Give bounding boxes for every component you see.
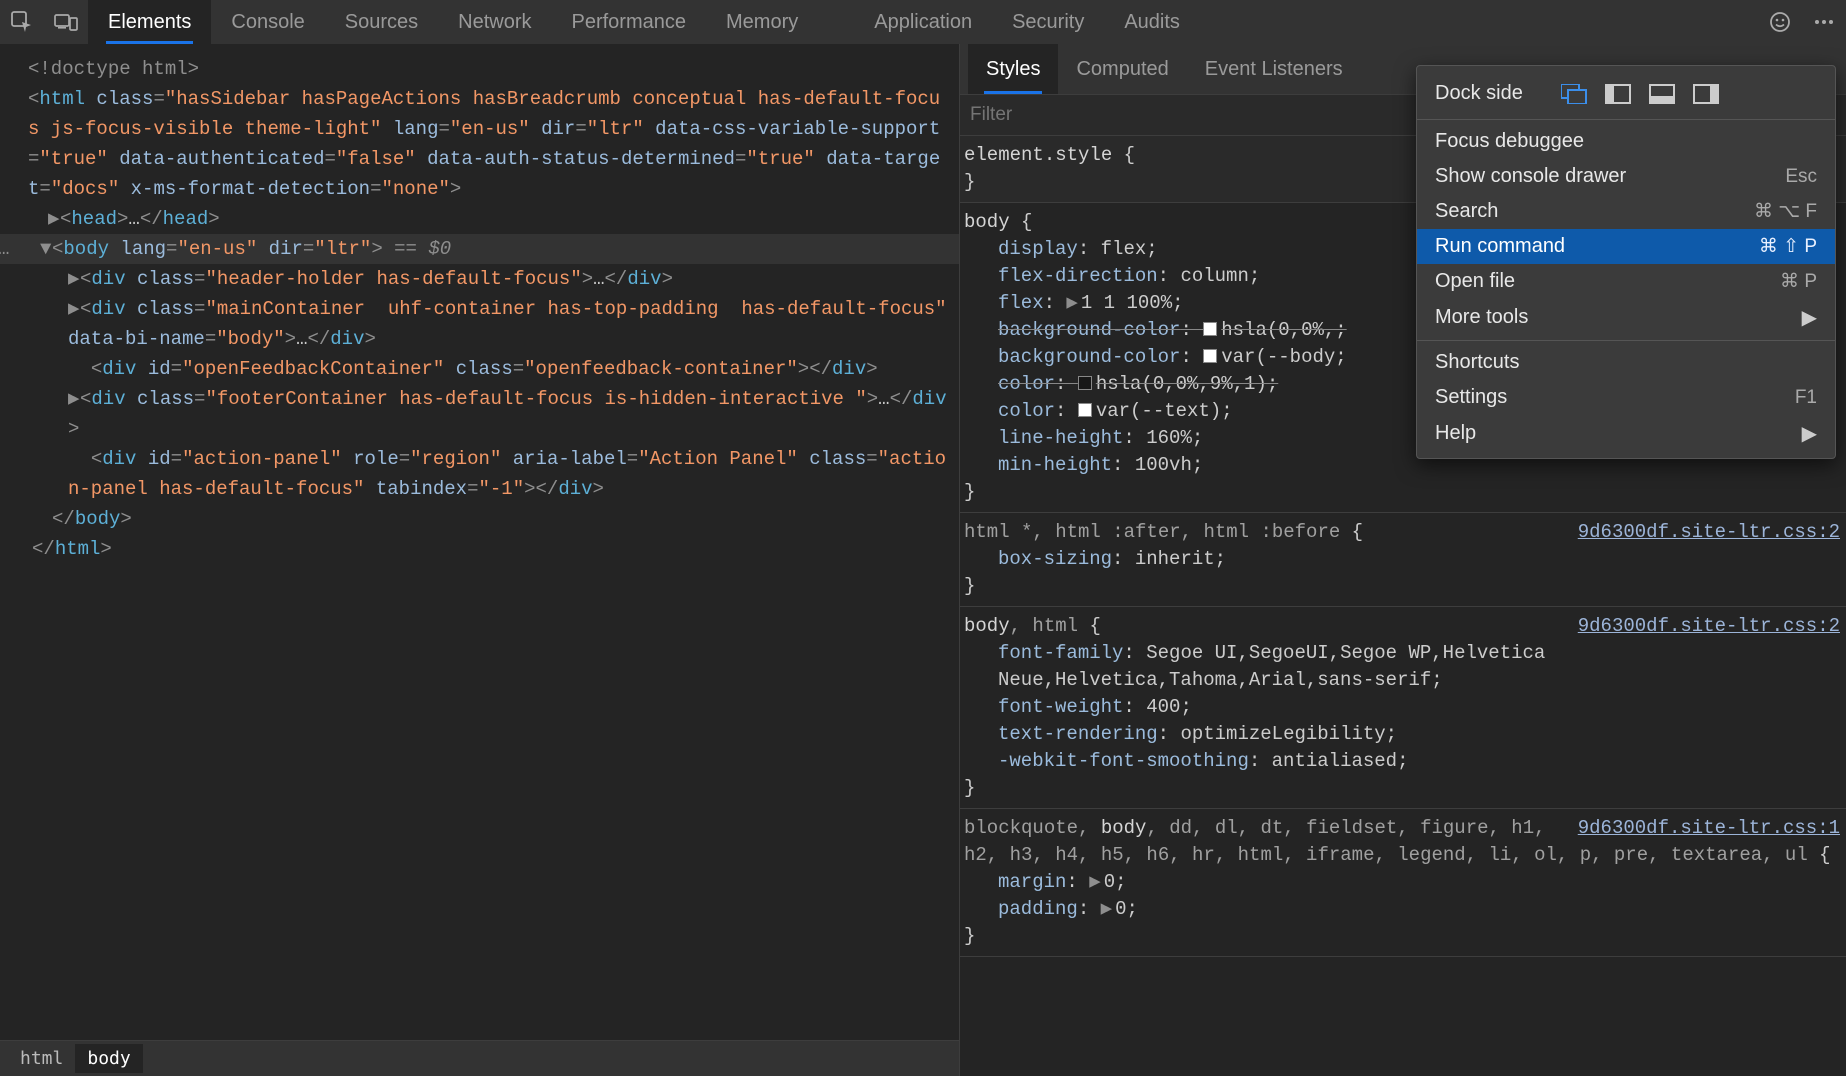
css-source-link[interactable]: 9d6300df.site-ltr.css:2 (1578, 613, 1840, 640)
menu-item-help[interactable]: Help▶ (1417, 415, 1835, 452)
main-menu-dropdown: Dock side Focus debuggeeShow console dra… (1416, 65, 1836, 459)
menu-item-search[interactable]: Search⌘ ⌥ F (1417, 194, 1835, 229)
sidebar-tab-event-listeners[interactable]: Event Listeners (1187, 44, 1361, 94)
dock-left-icon[interactable] (1605, 84, 1631, 104)
menu-item-shortcuts[interactable]: Shortcuts (1417, 345, 1835, 380)
inspect-icon[interactable] (0, 0, 44, 44)
menu-item-focus-debuggee[interactable]: Focus debuggee (1417, 124, 1835, 159)
dock-right-icon[interactable] (1693, 84, 1719, 104)
kebab-icon[interactable] (1802, 0, 1846, 44)
css-source-link[interactable]: 9d6300df.site-ltr.css:2 (1578, 519, 1840, 546)
tab-elements[interactable]: Elements (88, 0, 211, 44)
crumb-html[interactable]: html (8, 1044, 75, 1073)
tab-audits[interactable]: Audits (1104, 0, 1200, 44)
menu-item-show-console-drawer[interactable]: Show console drawerEsc (1417, 159, 1835, 194)
crumb-body[interactable]: body (75, 1044, 142, 1073)
breadcrumb: htmlbody (0, 1040, 959, 1076)
tab-performance[interactable]: Performance (552, 0, 707, 44)
menu-item-more-tools[interactable]: More tools▶ (1417, 299, 1835, 336)
main-toolbar: ElementsConsoleSourcesNetworkPerformance… (0, 0, 1846, 44)
dock-bottom-icon[interactable] (1649, 84, 1675, 104)
menu-item-open-file[interactable]: Open file⌘ P (1417, 264, 1835, 299)
menu-item-settings[interactable]: SettingsF1 (1417, 380, 1835, 415)
device-toggle-icon[interactable] (44, 0, 88, 44)
tab-network[interactable]: Network (438, 0, 551, 44)
sidebar-tab-computed[interactable]: Computed (1058, 44, 1186, 94)
css-source-link[interactable]: 9d6300df.site-ltr.css:1 (1578, 815, 1840, 842)
css-rule[interactable]: 9d6300df.site-ltr.css:1blockquote, body,… (960, 809, 1846, 957)
sidebar-tab-styles[interactable]: Styles (968, 44, 1058, 94)
tab-security[interactable]: Security (992, 0, 1104, 44)
css-rule[interactable]: 9d6300df.site-ltr.css:2body, html {font-… (960, 607, 1846, 809)
tab-console[interactable]: Console (211, 0, 324, 44)
css-rule[interactable]: 9d6300df.site-ltr.css:2html *, html :aft… (960, 513, 1846, 607)
dock-side-label: Dock side (1435, 82, 1523, 105)
smiley-icon[interactable] (1758, 0, 1802, 44)
tab-sources[interactable]: Sources (325, 0, 438, 44)
tab-application[interactable]: Application (854, 0, 992, 44)
dom-tree[interactable]: <!doctype html><html class="hasSidebar h… (0, 44, 959, 1040)
menu-item-run-command[interactable]: Run command⌘ ⇧ P (1417, 229, 1835, 264)
dock-undock-icon[interactable] (1561, 84, 1587, 104)
tab-memory[interactable]: Memory (706, 0, 818, 44)
